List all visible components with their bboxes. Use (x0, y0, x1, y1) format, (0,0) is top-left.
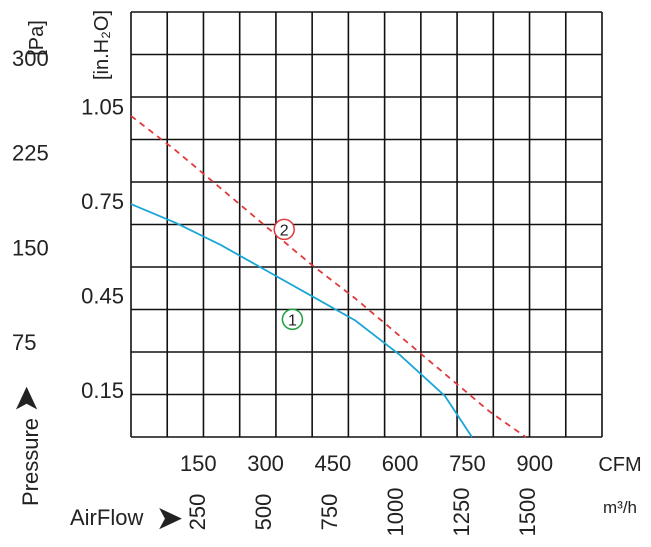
x-ticks-cfm: 150 300 450 600 750 900 (180, 451, 553, 476)
y-ticks-pa: 75 150 225 300 (12, 46, 49, 355)
series-2-marker-label: 2 (280, 222, 289, 239)
series-1-line (130, 203, 473, 438)
y-tick-label-inh2o: 0.75 (81, 189, 124, 214)
y-tick-label-pa: 150 (12, 235, 49, 260)
y-tick-label-inh2o: 0.45 (81, 283, 124, 308)
x-tick-label-m3h: 250 (185, 494, 210, 531)
y-tick-label-inh2o: 0.15 (81, 378, 124, 403)
series-1-marker-circle (281, 308, 304, 331)
series-2-line (130, 115, 527, 438)
y-tick-label-inh2o: 1.05 (81, 94, 124, 119)
y-unit-inh2o-label: [in.H₂O] (91, 10, 113, 80)
x-tick-label-m3h: 1000 (383, 488, 408, 537)
chart-curves (130, 115, 527, 438)
y-unit-pa-label: [Pa] (26, 20, 48, 56)
y-axis-title: Pressure (18, 418, 43, 506)
series-1-marker-label: 1 (288, 312, 297, 329)
x-tick-label-m3h: 750 (317, 494, 342, 531)
x-ticks-m3h: 250 500 750 1000 1250 1500 (185, 488, 540, 537)
x-tick-label-cfm: 900 (516, 451, 553, 476)
series-2-marker-circle (273, 218, 295, 241)
y-tick-label-pa: 300 (12, 46, 49, 71)
x-tick-label-m3h: 500 (251, 494, 276, 531)
chart-markers: 12 (273, 218, 304, 331)
y-axis-arrow-icon: ➤ (10, 386, 43, 411)
x-unit-cfm-label: CFM (598, 454, 641, 476)
x-unit-m3h-label: m³/h (603, 498, 637, 517)
chart-grid (130, 11, 603, 438)
x-tick-label-cfm: 750 (449, 451, 486, 476)
x-tick-label-m3h: 1500 (515, 488, 540, 537)
x-tick-label-cfm: 600 (382, 451, 419, 476)
x-tick-label-cfm: 150 (180, 451, 217, 476)
x-tick-label-cfm: 300 (247, 451, 284, 476)
y-ticks-inh2o: 0.15 0.45 0.75 1.05 (81, 94, 124, 402)
y-tick-label-pa: 225 (12, 141, 49, 166)
x-tick-label-cfm: 450 (314, 451, 351, 476)
x-axis-arrow-icon: ➤ (157, 502, 182, 535)
y-tick-label-pa: 75 (12, 330, 36, 355)
x-axis-title: AirFlow (70, 505, 143, 530)
x-tick-label-m3h: 1250 (449, 488, 474, 537)
